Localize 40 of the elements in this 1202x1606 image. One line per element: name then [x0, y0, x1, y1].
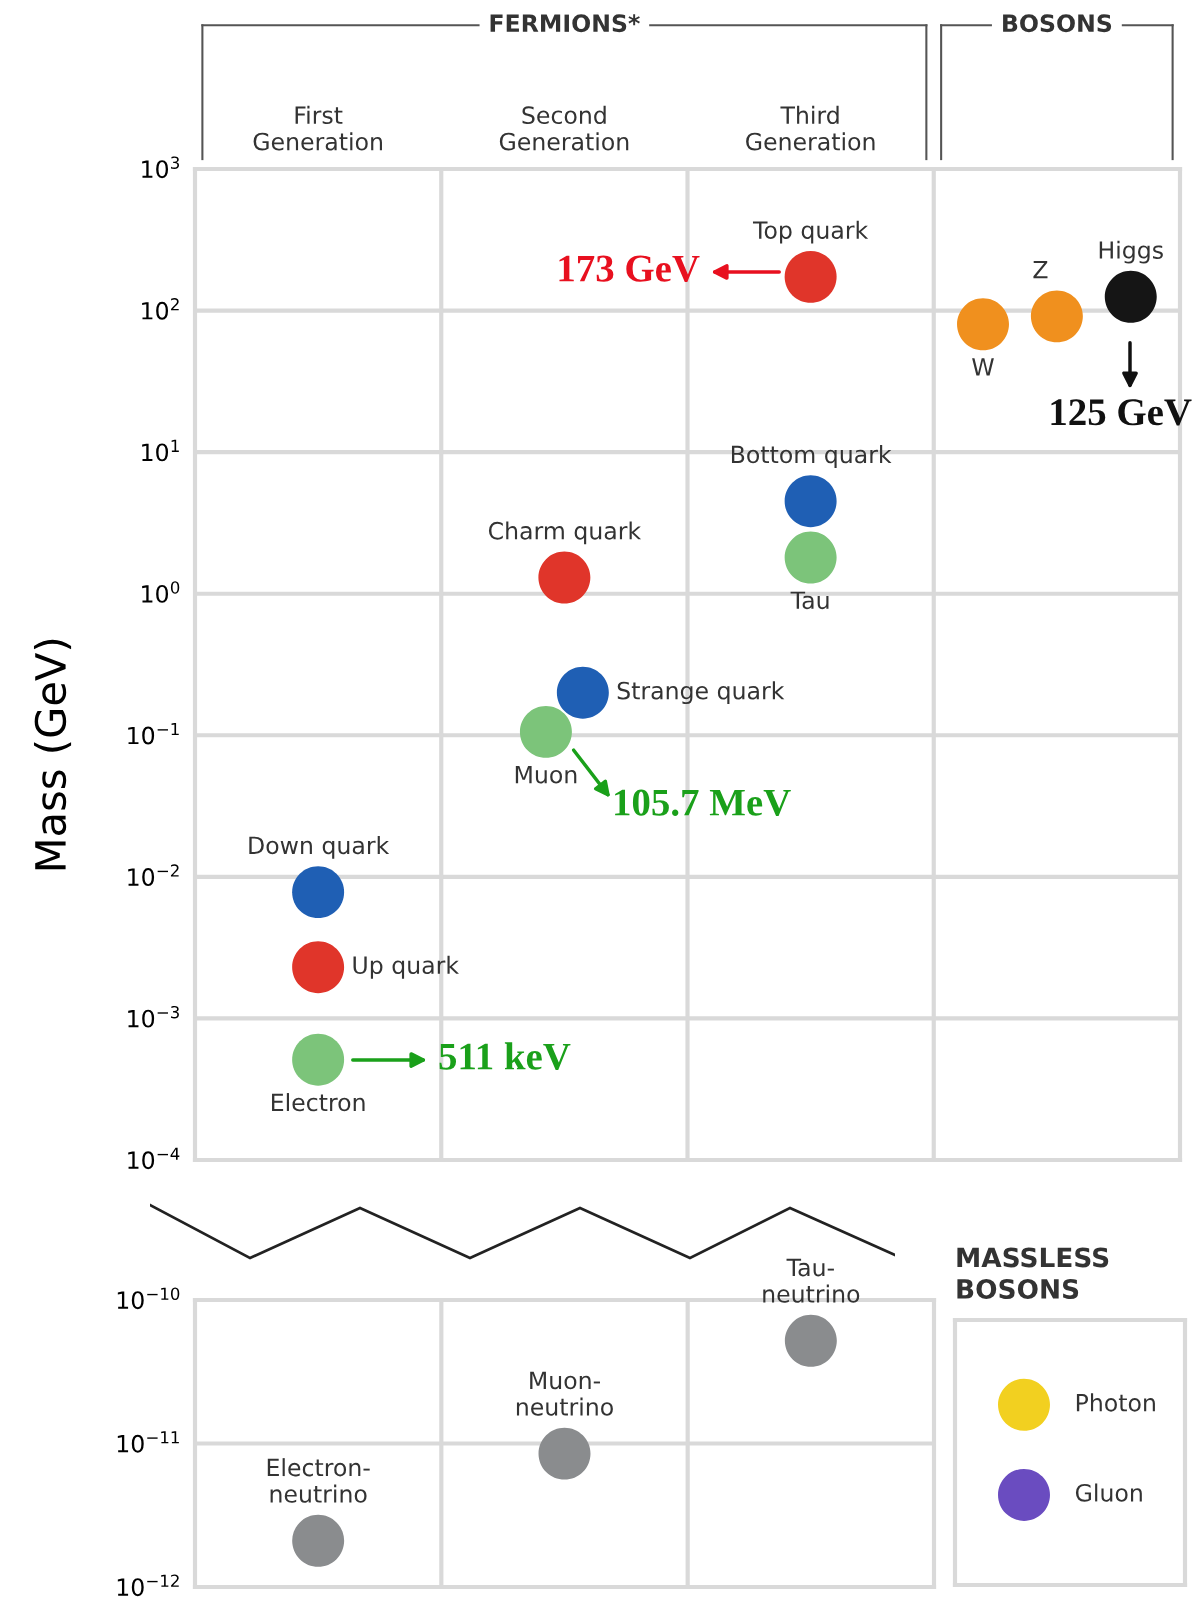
- y-tick-label: 10$^{1}$: [142, 439, 179, 462]
- y-tick-label: 10$^{−3}$: [128, 1005, 179, 1028]
- series-label: Strange quark: [617, 681, 785, 705]
- series-label: Top quark: [752, 220, 869, 244]
- annotation: 173 GeV: [559, 255, 700, 282]
- x-tick-label: First Generation: [253, 105, 382, 151]
- y-tick-label: 10$^{−2}$: [128, 864, 179, 886]
- chart-title: MASSLESS: [957, 1247, 1109, 1268]
- y-tick-label: 10$^{−4}$: [128, 1147, 180, 1170]
- series-label: Charm quark: [488, 521, 642, 545]
- y-tick-label: 10$^{3}$: [142, 156, 180, 179]
- y-tick-label: 10$^{−11}$: [117, 1431, 179, 1453]
- y-tick-label: 10$^{2}$: [142, 298, 179, 320]
- y-tick-label: 10$^{0}$: [142, 581, 180, 603]
- series-label: Up quark: [353, 955, 459, 979]
- series-label: Tau- neutrino: [763, 1258, 860, 1303]
- y-tick-label: 10$^{−10}$: [117, 1287, 180, 1310]
- legend-label: Photon: [1076, 1393, 1155, 1412]
- y-tick-label: 10$^{−1}$: [128, 723, 179, 745]
- series-label: Muon- neutrino: [516, 1371, 613, 1416]
- annotation: 125 GeV: [1051, 399, 1192, 426]
- series-label: Electron- neutrino: [267, 1458, 370, 1503]
- text: FERMIONS*: [490, 14, 640, 33]
- x-tick-label: Second Generation: [499, 105, 629, 151]
- legend-label: Gluon: [1075, 1483, 1142, 1502]
- y-axis-title: Mass (GeV): [33, 639, 72, 870]
- series-label: Down quark: [249, 835, 390, 859]
- series-label: Z: [1033, 260, 1048, 279]
- annotation: 105.7 MeV: [615, 789, 791, 816]
- text: BOSONS: [957, 1279, 1079, 1299]
- y-tick-label: 10$^{−12}$: [117, 1574, 179, 1597]
- x-tick-label: Third Generation: [746, 105, 875, 151]
- series-label: Higgs: [1099, 240, 1163, 264]
- series-label: Tau: [790, 591, 829, 610]
- series-label: Electron: [272, 1093, 365, 1112]
- text: BOSONS: [1003, 14, 1112, 33]
- series-label: Bottom quark: [731, 445, 892, 468]
- annotation: 511 keV: [439, 1042, 571, 1070]
- series-label: W: [972, 358, 994, 376]
- series-label: Muon: [515, 765, 577, 784]
